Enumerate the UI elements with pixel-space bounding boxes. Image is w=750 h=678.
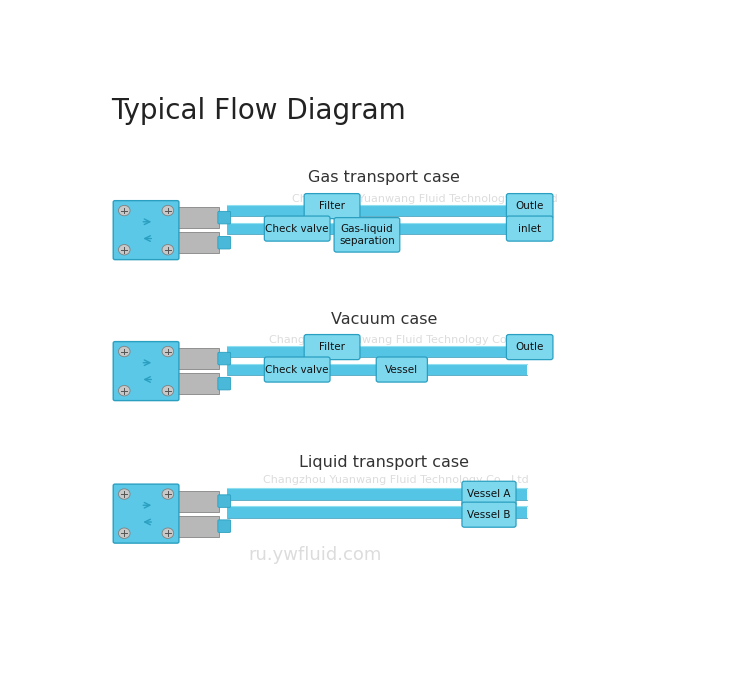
Text: Outle: Outle: [515, 201, 544, 211]
Circle shape: [118, 528, 130, 538]
Circle shape: [118, 245, 130, 255]
Circle shape: [162, 528, 174, 538]
Bar: [226, 223, 526, 235]
FancyBboxPatch shape: [113, 342, 179, 401]
Bar: [177, 233, 219, 253]
Circle shape: [162, 245, 174, 255]
FancyBboxPatch shape: [506, 334, 553, 359]
Text: Typical Flow Diagram: Typical Flow Diagram: [111, 97, 406, 125]
Text: ru.ywfluid.com: ru.ywfluid.com: [248, 546, 381, 564]
Circle shape: [162, 386, 174, 396]
Text: Changzhou Yuanwang Fluid Technology Co., Ltd: Changzhou Yuanwang Fluid Technology Co.,…: [263, 475, 529, 485]
FancyBboxPatch shape: [217, 212, 231, 224]
Text: Outle: Outle: [515, 342, 544, 352]
Circle shape: [162, 346, 174, 357]
Text: Check valve: Check valve: [266, 365, 329, 374]
FancyBboxPatch shape: [506, 194, 553, 219]
FancyBboxPatch shape: [334, 218, 400, 252]
Bar: [226, 364, 526, 376]
Text: Gas-liquid
separation: Gas-liquid separation: [339, 224, 394, 245]
FancyBboxPatch shape: [264, 357, 330, 382]
Bar: [177, 491, 219, 511]
FancyBboxPatch shape: [217, 353, 231, 365]
Text: Liquid transport case: Liquid transport case: [299, 455, 470, 470]
Circle shape: [162, 489, 174, 499]
FancyBboxPatch shape: [113, 201, 179, 260]
Bar: [177, 348, 219, 369]
Circle shape: [162, 205, 174, 216]
FancyBboxPatch shape: [217, 495, 231, 507]
FancyBboxPatch shape: [462, 502, 516, 527]
Bar: [177, 373, 219, 394]
Bar: [177, 516, 219, 536]
FancyBboxPatch shape: [304, 194, 360, 219]
FancyBboxPatch shape: [304, 334, 360, 359]
Bar: [177, 207, 219, 228]
Bar: [226, 205, 526, 216]
Bar: [226, 346, 526, 357]
FancyBboxPatch shape: [462, 481, 516, 506]
Text: Vacuum case: Vacuum case: [332, 313, 437, 327]
FancyBboxPatch shape: [264, 216, 330, 241]
Text: Filter: Filter: [319, 342, 345, 352]
Text: Changzhou Yuanwang Fluid Technology Co., Ltd: Changzhou Yuanwang Fluid Technology Co.,…: [269, 335, 535, 345]
FancyBboxPatch shape: [376, 357, 427, 382]
Text: Gas transport case: Gas transport case: [308, 170, 460, 186]
FancyBboxPatch shape: [113, 484, 179, 543]
Text: inlet: inlet: [518, 224, 542, 234]
Text: Changzhou Yuanwang Fluid Technology Co., Ltd: Changzhou Yuanwang Fluid Technology Co.,…: [292, 194, 558, 204]
Text: Filter: Filter: [319, 201, 345, 211]
Text: Vessel A: Vessel A: [467, 489, 511, 499]
Circle shape: [118, 386, 130, 396]
Bar: [226, 488, 526, 500]
FancyBboxPatch shape: [217, 378, 231, 390]
Circle shape: [118, 489, 130, 499]
FancyBboxPatch shape: [506, 216, 553, 241]
Circle shape: [118, 346, 130, 357]
FancyBboxPatch shape: [217, 520, 231, 532]
Bar: [226, 506, 526, 518]
FancyBboxPatch shape: [217, 237, 231, 249]
Text: Vessel B: Vessel B: [467, 510, 511, 519]
Circle shape: [118, 205, 130, 216]
Text: Vessel: Vessel: [386, 365, 418, 374]
Text: Check valve: Check valve: [266, 224, 329, 234]
